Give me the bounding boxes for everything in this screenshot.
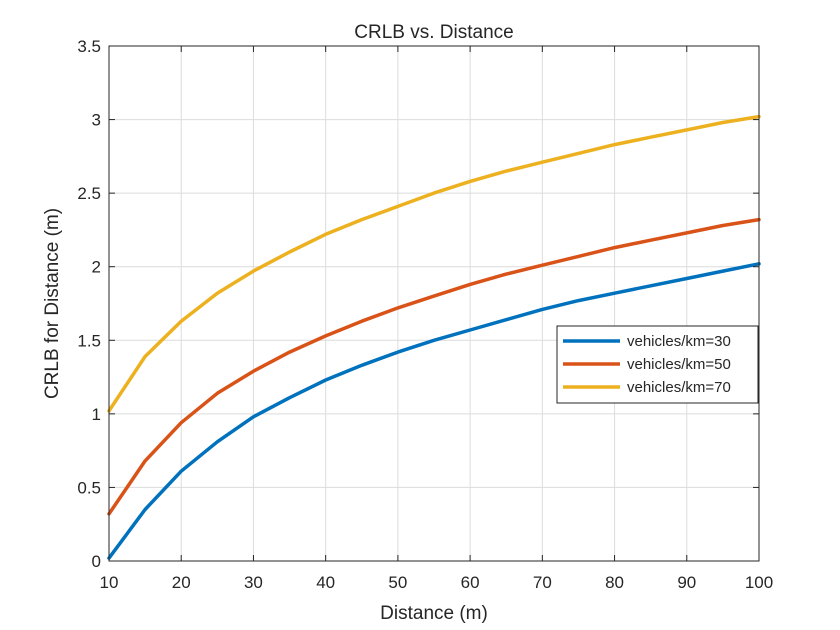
x-tick-label: 30 — [244, 573, 263, 592]
legend: vehicles/km=30 vehicles/km=50 vehicles/km=… — [556, 325, 759, 404]
x-tick-label: 60 — [461, 573, 480, 592]
x-tick-label: 20 — [172, 573, 191, 592]
y-tick-label: 2.5 — [77, 184, 101, 203]
series-line-1 — [107, 262, 761, 560]
x-tick-label: 50 — [388, 573, 407, 592]
x-tick-label: 80 — [605, 573, 624, 592]
y-tick-label: 0.5 — [77, 478, 101, 497]
y-tick-label: 3 — [92, 111, 101, 130]
y-tick-label: 3.5 — [77, 37, 101, 56]
x-tick-label: 40 — [316, 573, 335, 592]
y-tick-label: 1 — [92, 405, 101, 424]
series-layer — [107, 114, 761, 560]
x-tick-label: 70 — [533, 573, 552, 592]
ticks: 10 20 30 40 50 60 70 80 90 100 0 0.5 1 1.5 2 2.5 3 3.5 — [77, 37, 773, 592]
series-line-3 — [107, 114, 761, 413]
x-tick-label: 10 — [100, 573, 119, 592]
legend-label: vehicles/km=30 — [627, 333, 731, 350]
x-tick-label: 90 — [677, 573, 696, 592]
y-tick-label: 2 — [92, 258, 101, 277]
legend-label: vehicles/km=50 — [627, 356, 731, 373]
legend-label: vehicles/km=70 — [627, 379, 731, 396]
y-tick-label: 1.5 — [77, 331, 101, 350]
plot-area — [109, 46, 759, 561]
x-axis-label: Distance (m) — [380, 603, 488, 624]
x-tick-label: 100 — [745, 573, 773, 592]
series-line-2 — [107, 217, 761, 516]
plot-frame — [108, 45, 760, 562]
y-tick-label: 0 — [92, 552, 101, 571]
y-axis-label: CRLB for Distance (m) — [42, 208, 63, 399]
chart-title: CRLB vs. Distance — [354, 22, 513, 43]
